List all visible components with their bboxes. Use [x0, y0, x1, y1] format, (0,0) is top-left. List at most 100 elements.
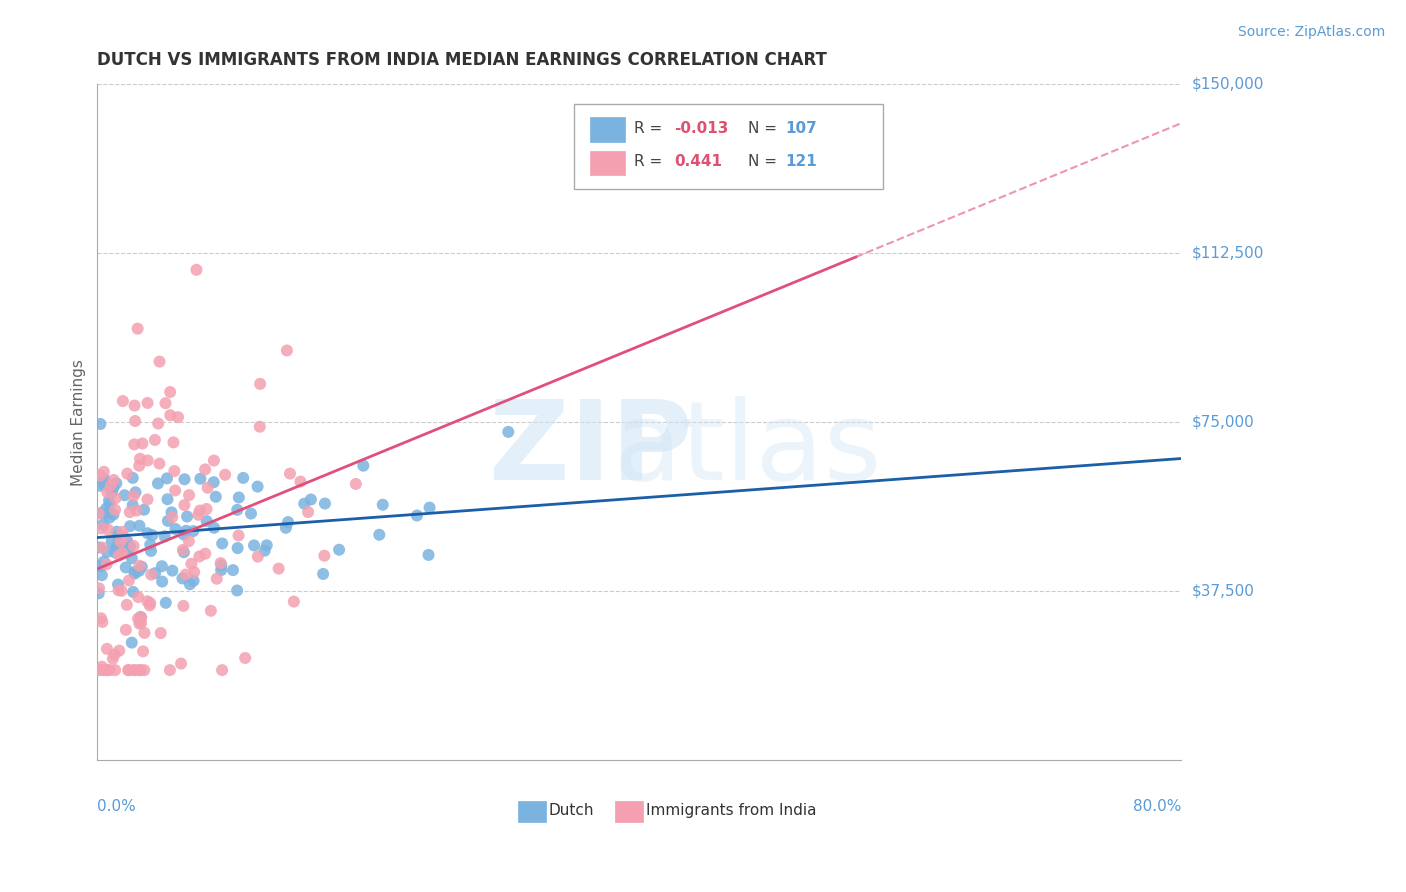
Point — [163, 464, 186, 478]
Point — [162, 564, 184, 578]
Point — [188, 503, 211, 517]
Point — [128, 458, 150, 473]
Point — [128, 616, 150, 631]
Point — [129, 615, 152, 630]
Point — [97, 523, 120, 537]
Point — [160, 505, 183, 519]
Point — [406, 508, 429, 523]
Text: $37,500: $37,500 — [1192, 583, 1256, 599]
Point — [159, 408, 181, 422]
Point — [107, 577, 129, 591]
Point — [194, 462, 217, 476]
Point — [149, 626, 172, 640]
Point — [136, 594, 159, 608]
Point — [90, 506, 112, 520]
Point — [186, 262, 208, 277]
Point — [243, 538, 266, 552]
Point — [246, 480, 269, 494]
Point — [344, 477, 367, 491]
Point — [93, 555, 115, 569]
Point — [127, 612, 149, 626]
Point — [111, 546, 134, 560]
Point — [118, 663, 141, 677]
Point — [134, 626, 156, 640]
Point — [174, 524, 197, 538]
Point — [418, 548, 440, 562]
Point — [195, 502, 218, 516]
Point — [131, 560, 153, 574]
Point — [148, 457, 170, 471]
Point — [249, 376, 271, 391]
Point — [177, 534, 200, 549]
Point — [202, 453, 225, 467]
Point — [172, 599, 194, 613]
Point — [105, 524, 128, 539]
Point — [108, 542, 131, 557]
Point — [155, 396, 177, 410]
Text: $112,500: $112,500 — [1192, 245, 1264, 260]
Point — [101, 652, 124, 666]
Point — [115, 598, 138, 612]
Point — [91, 517, 114, 532]
Point — [328, 542, 350, 557]
Text: DUTCH VS IMMIGRANTS FROM INDIA MEDIAN EARNINGS CORRELATION CHART: DUTCH VS IMMIGRANTS FROM INDIA MEDIAN EA… — [97, 51, 827, 69]
Point — [139, 538, 162, 552]
Point — [111, 524, 134, 539]
Point — [368, 527, 391, 541]
Point — [180, 557, 202, 571]
Point — [128, 663, 150, 677]
Point — [96, 485, 118, 500]
Point — [129, 610, 152, 624]
Text: ZIP: ZIP — [489, 396, 692, 503]
Point — [214, 467, 236, 482]
Point — [209, 563, 232, 577]
Point — [197, 481, 219, 495]
Point — [194, 547, 217, 561]
Point — [96, 545, 118, 559]
Point — [91, 659, 114, 673]
Point — [138, 599, 160, 613]
Point — [202, 475, 225, 490]
Text: atlas: atlas — [613, 396, 882, 503]
Point — [249, 419, 271, 434]
Point — [256, 538, 278, 552]
Point — [110, 534, 132, 549]
Point — [150, 559, 173, 574]
Point — [122, 539, 145, 553]
Point — [172, 542, 194, 557]
Point — [128, 518, 150, 533]
Point — [120, 519, 142, 533]
Text: 0.0%: 0.0% — [97, 799, 136, 814]
Point — [90, 611, 112, 625]
Point — [278, 467, 301, 481]
Point — [124, 663, 146, 677]
Point — [267, 561, 290, 575]
Point — [124, 566, 146, 581]
Point — [90, 521, 112, 535]
Point — [89, 468, 111, 483]
Point — [146, 476, 169, 491]
Point — [156, 492, 179, 507]
Point — [202, 521, 225, 535]
Point — [188, 472, 211, 486]
Point — [111, 394, 134, 409]
Point — [96, 663, 118, 677]
Point — [312, 566, 335, 581]
Text: $150,000: $150,000 — [1192, 77, 1264, 92]
Point — [104, 663, 127, 677]
Point — [165, 483, 187, 498]
Point — [136, 396, 159, 410]
Point — [124, 399, 146, 413]
FancyBboxPatch shape — [591, 151, 626, 176]
Point — [89, 417, 111, 431]
Point — [371, 498, 394, 512]
Point — [129, 610, 152, 624]
Point — [314, 549, 336, 563]
Text: Source: ZipAtlas.com: Source: ZipAtlas.com — [1237, 25, 1385, 39]
Point — [125, 503, 148, 517]
Point — [104, 491, 127, 506]
Point — [159, 663, 181, 677]
Text: 121: 121 — [786, 154, 817, 169]
Point — [96, 558, 118, 572]
Point — [173, 498, 195, 512]
